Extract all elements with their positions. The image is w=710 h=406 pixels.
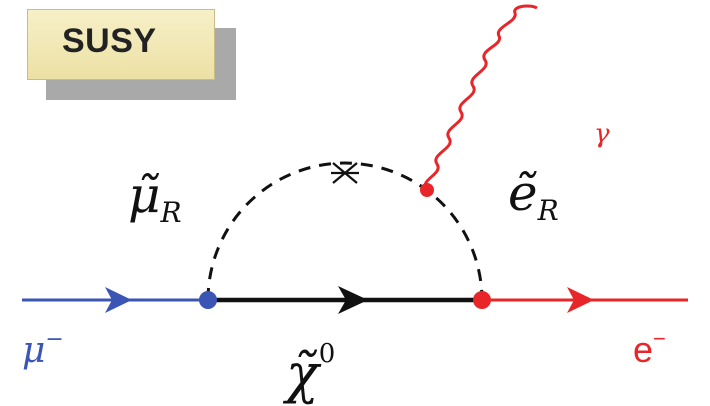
muon-label: μ− bbox=[22, 327, 64, 371]
muon-arrow bbox=[105, 287, 132, 313]
electron-arrow bbox=[567, 287, 594, 313]
photon-vertex bbox=[420, 183, 434, 197]
photon-line bbox=[423, 4, 538, 192]
muon-vertex bbox=[199, 291, 217, 309]
mass-insertion-cross-icon bbox=[331, 162, 359, 184]
photon-label: γ bbox=[594, 119, 610, 149]
selectron-label: ẽR bbox=[508, 164, 559, 227]
susy-badge bbox=[27, 9, 215, 80]
susy-badge-label: SUSY bbox=[62, 22, 157, 60]
electron-label: e− bbox=[633, 326, 666, 370]
electron-vertex bbox=[473, 291, 491, 309]
neutralino-label: χ̃0 bbox=[282, 339, 335, 405]
smuon-label: μ̃R bbox=[128, 166, 182, 229]
slepton-loop bbox=[206, 161, 484, 301]
neutralino-arrow bbox=[338, 286, 368, 314]
